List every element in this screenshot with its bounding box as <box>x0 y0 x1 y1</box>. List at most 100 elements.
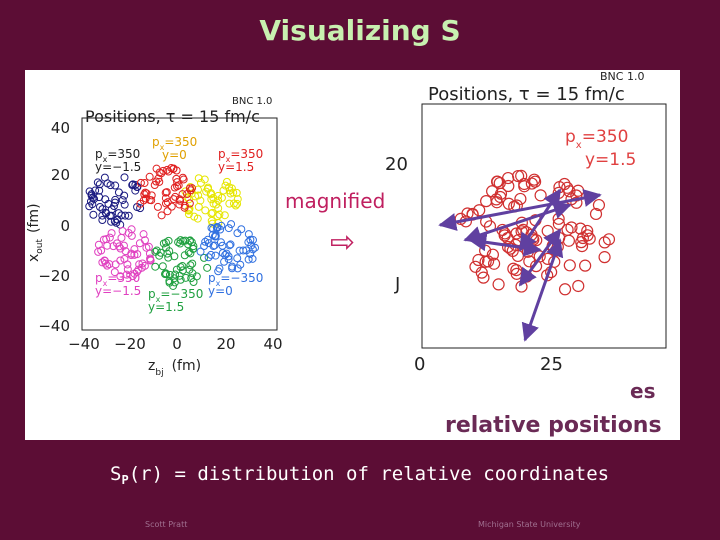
particle <box>207 223 216 232</box>
caption: relative positions <box>445 413 662 438</box>
particle <box>475 266 488 279</box>
particle <box>110 268 119 277</box>
particle <box>135 260 144 269</box>
particle <box>246 235 255 244</box>
particle <box>222 177 231 186</box>
particle <box>248 235 257 244</box>
x-tick-label: 20 <box>216 335 235 353</box>
x-tick-label: 0 <box>172 335 182 353</box>
particle <box>153 202 162 211</box>
particle <box>111 198 120 207</box>
particle <box>132 267 141 276</box>
particle <box>138 259 147 268</box>
particle <box>211 251 220 260</box>
particle <box>121 211 130 220</box>
particle <box>97 246 106 255</box>
particle <box>152 164 161 173</box>
particle <box>225 241 234 250</box>
particle <box>178 266 187 275</box>
particle <box>171 270 180 279</box>
y-tick-label: 20 <box>385 154 408 175</box>
particle <box>228 264 237 273</box>
particle <box>206 250 215 259</box>
particle <box>161 188 170 197</box>
particle <box>131 180 140 189</box>
particle <box>215 264 224 273</box>
particle <box>136 178 145 187</box>
particle <box>211 232 220 241</box>
particle <box>188 184 197 193</box>
particle <box>199 253 208 262</box>
partial-label: es <box>630 379 655 403</box>
y-tick-label: J <box>394 274 400 295</box>
p-symbol: p <box>152 135 160 149</box>
particle <box>123 265 132 274</box>
group-label: px=350 <box>218 147 263 164</box>
p-subscript: x <box>103 155 108 164</box>
particle <box>244 255 253 264</box>
p-subscript: x <box>576 140 582 151</box>
y-tick-label: 40 <box>51 119 70 137</box>
particle <box>93 178 102 187</box>
particle <box>172 166 181 175</box>
particle <box>95 180 104 189</box>
y-label: xout (fm) <box>26 203 45 262</box>
particle <box>113 215 122 224</box>
particle <box>572 279 585 293</box>
particle <box>167 164 176 173</box>
particle <box>120 200 129 209</box>
particle <box>179 175 188 184</box>
relative-arrow <box>468 233 542 257</box>
x-tick-label: −40 <box>68 335 100 353</box>
particle <box>85 187 94 196</box>
particle <box>170 252 179 261</box>
particle <box>226 240 235 249</box>
p-subscript: x <box>216 279 221 288</box>
particle <box>192 272 201 281</box>
particle <box>167 202 176 211</box>
particle <box>140 261 149 270</box>
particle <box>203 235 212 244</box>
particle <box>178 190 187 199</box>
particle <box>178 262 187 271</box>
group-label: px=350 <box>95 147 140 164</box>
particle <box>602 233 616 246</box>
particle <box>176 275 185 284</box>
p-symbol: p <box>148 287 156 301</box>
particle <box>118 226 127 235</box>
p-subscript: x <box>156 295 161 304</box>
particle <box>98 205 107 214</box>
particle <box>127 231 136 240</box>
particle <box>172 265 181 274</box>
particle <box>194 174 203 183</box>
p-symbol: p <box>95 147 103 161</box>
particle <box>165 270 174 279</box>
particle <box>233 254 242 263</box>
formula-subscript: P <box>121 473 128 487</box>
particle <box>120 254 129 263</box>
particle <box>89 210 98 219</box>
particle <box>248 245 257 254</box>
particle <box>151 247 160 256</box>
y-tick-label: 0 <box>60 217 70 235</box>
particle <box>207 189 216 198</box>
particle <box>119 241 128 250</box>
label-subscript: out <box>35 238 45 253</box>
particle <box>146 254 155 263</box>
particle <box>171 192 180 201</box>
plot-title: Positions, τ = 15 fm/c <box>428 84 625 105</box>
y-tick-label: −40 <box>38 317 70 335</box>
particle <box>217 221 226 230</box>
particle <box>107 211 116 220</box>
particle <box>251 243 260 252</box>
particle <box>189 244 198 253</box>
particle <box>156 248 165 257</box>
particle <box>184 210 193 219</box>
label-symbol: z <box>148 358 155 374</box>
particle <box>187 274 196 283</box>
particle <box>161 194 170 203</box>
particle <box>100 256 109 265</box>
particle <box>200 175 209 184</box>
particle <box>244 230 253 239</box>
particle <box>579 259 592 272</box>
